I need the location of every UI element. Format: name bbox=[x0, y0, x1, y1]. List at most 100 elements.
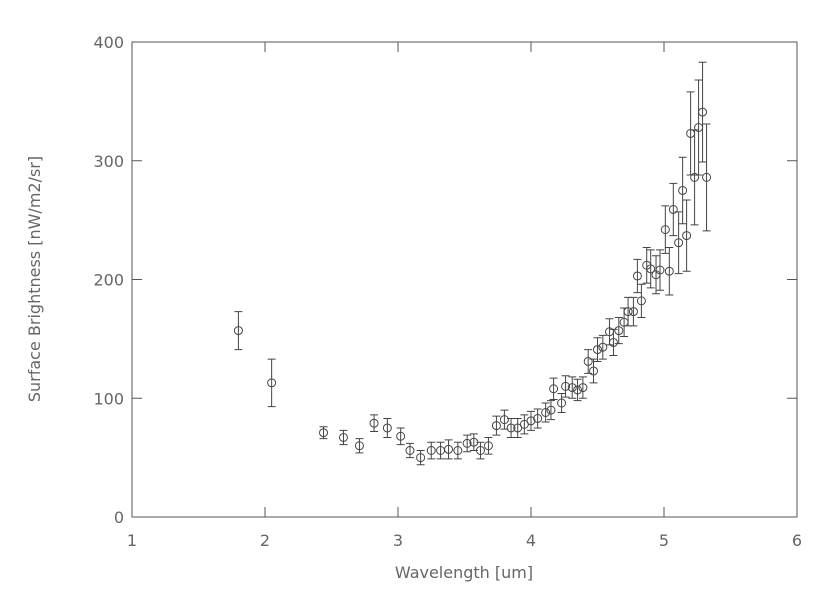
data-point bbox=[549, 384, 559, 394]
data-point bbox=[578, 383, 588, 393]
error-bar bbox=[557, 393, 566, 413]
error-bar bbox=[678, 156, 687, 225]
data-point bbox=[655, 265, 665, 275]
error-bar bbox=[637, 283, 646, 318]
data-point bbox=[567, 383, 577, 393]
x-tick-label: 3 bbox=[393, 531, 403, 550]
data-point bbox=[561, 381, 571, 391]
data-point bbox=[628, 307, 638, 317]
y-tick-label: 200 bbox=[93, 271, 124, 290]
data-point bbox=[338, 432, 348, 442]
error-bar bbox=[492, 415, 501, 436]
error-bar bbox=[444, 439, 453, 460]
error-bar bbox=[267, 358, 276, 408]
error-bar bbox=[598, 334, 607, 360]
error-bar bbox=[661, 205, 670, 254]
data-point bbox=[623, 307, 633, 317]
y-axis-label: Surface Brightness [nW/m2/sr] bbox=[25, 156, 44, 402]
data-point bbox=[632, 271, 642, 281]
data-point bbox=[678, 185, 688, 195]
x-tick-label: 6 bbox=[792, 531, 802, 550]
data-point bbox=[614, 326, 624, 336]
data-point bbox=[698, 107, 708, 117]
error-bar bbox=[698, 61, 707, 163]
error-bar bbox=[642, 246, 651, 284]
error-bar bbox=[633, 258, 642, 294]
y-tick-label: 400 bbox=[93, 33, 124, 52]
error-bar bbox=[573, 378, 582, 402]
error-bar bbox=[584, 349, 593, 374]
error-bar bbox=[614, 317, 623, 345]
error-bar bbox=[624, 296, 633, 327]
data-point bbox=[589, 366, 599, 376]
error-bar bbox=[674, 211, 683, 275]
error-bar bbox=[416, 450, 425, 466]
data-point bbox=[682, 231, 692, 241]
error-bar bbox=[427, 441, 436, 460]
data-point bbox=[405, 446, 415, 455]
data-point bbox=[475, 446, 485, 455]
data-point bbox=[636, 296, 646, 306]
data-point bbox=[382, 423, 392, 433]
data-point bbox=[583, 356, 593, 366]
x-axis-label: Wavelength [um] bbox=[395, 563, 533, 582]
error-bar bbox=[453, 441, 462, 460]
data-point bbox=[546, 405, 556, 415]
error-bar bbox=[476, 441, 485, 460]
data-point bbox=[453, 446, 463, 455]
data-point bbox=[526, 416, 536, 426]
error-bar bbox=[669, 182, 678, 237]
error-bar bbox=[527, 410, 535, 431]
data-point bbox=[668, 204, 678, 214]
error-bar bbox=[686, 91, 695, 176]
data-point bbox=[608, 337, 618, 347]
data-point bbox=[416, 453, 426, 463]
data-point bbox=[660, 225, 670, 235]
data-point bbox=[483, 441, 493, 451]
error-bar bbox=[396, 427, 405, 446]
error-bar bbox=[355, 438, 364, 454]
error-bar bbox=[533, 408, 542, 429]
data-point bbox=[702, 172, 712, 182]
data-point bbox=[598, 342, 608, 352]
error-bar bbox=[484, 436, 493, 455]
error-bar bbox=[463, 434, 472, 453]
error-bar bbox=[234, 311, 243, 351]
data-point bbox=[690, 172, 700, 182]
error-bar bbox=[561, 375, 570, 398]
data-point bbox=[267, 378, 277, 388]
data-point bbox=[426, 446, 436, 455]
data-point bbox=[646, 264, 656, 274]
data-point bbox=[499, 415, 509, 425]
data-point bbox=[557, 398, 567, 408]
data-point bbox=[319, 428, 329, 438]
data-point bbox=[541, 408, 551, 417]
data-point bbox=[396, 431, 406, 441]
error-bar bbox=[682, 199, 691, 272]
data-point bbox=[573, 385, 583, 395]
error-bar bbox=[593, 337, 602, 362]
data-point bbox=[354, 441, 364, 451]
error-bar bbox=[646, 249, 655, 289]
error-bar bbox=[702, 123, 711, 232]
error-bar bbox=[665, 246, 674, 296]
error-bar bbox=[383, 417, 392, 438]
y-tick-label: 300 bbox=[93, 152, 124, 171]
data-point bbox=[506, 423, 516, 433]
data-point bbox=[233, 326, 243, 336]
x-tick-label: 2 bbox=[260, 531, 270, 550]
error-bar bbox=[541, 402, 550, 423]
data-point bbox=[444, 444, 454, 454]
error-bar bbox=[520, 414, 529, 435]
error-bar bbox=[589, 358, 598, 384]
x-tick-label: 1 bbox=[127, 531, 137, 550]
data-point bbox=[533, 413, 543, 423]
data-point bbox=[674, 238, 684, 248]
error-bar bbox=[549, 377, 558, 400]
y-tick-label: 100 bbox=[93, 389, 124, 408]
data-point bbox=[593, 345, 602, 355]
error-bar bbox=[694, 79, 703, 176]
y-tick-label: 0 bbox=[114, 508, 124, 527]
error-bar bbox=[690, 129, 699, 226]
